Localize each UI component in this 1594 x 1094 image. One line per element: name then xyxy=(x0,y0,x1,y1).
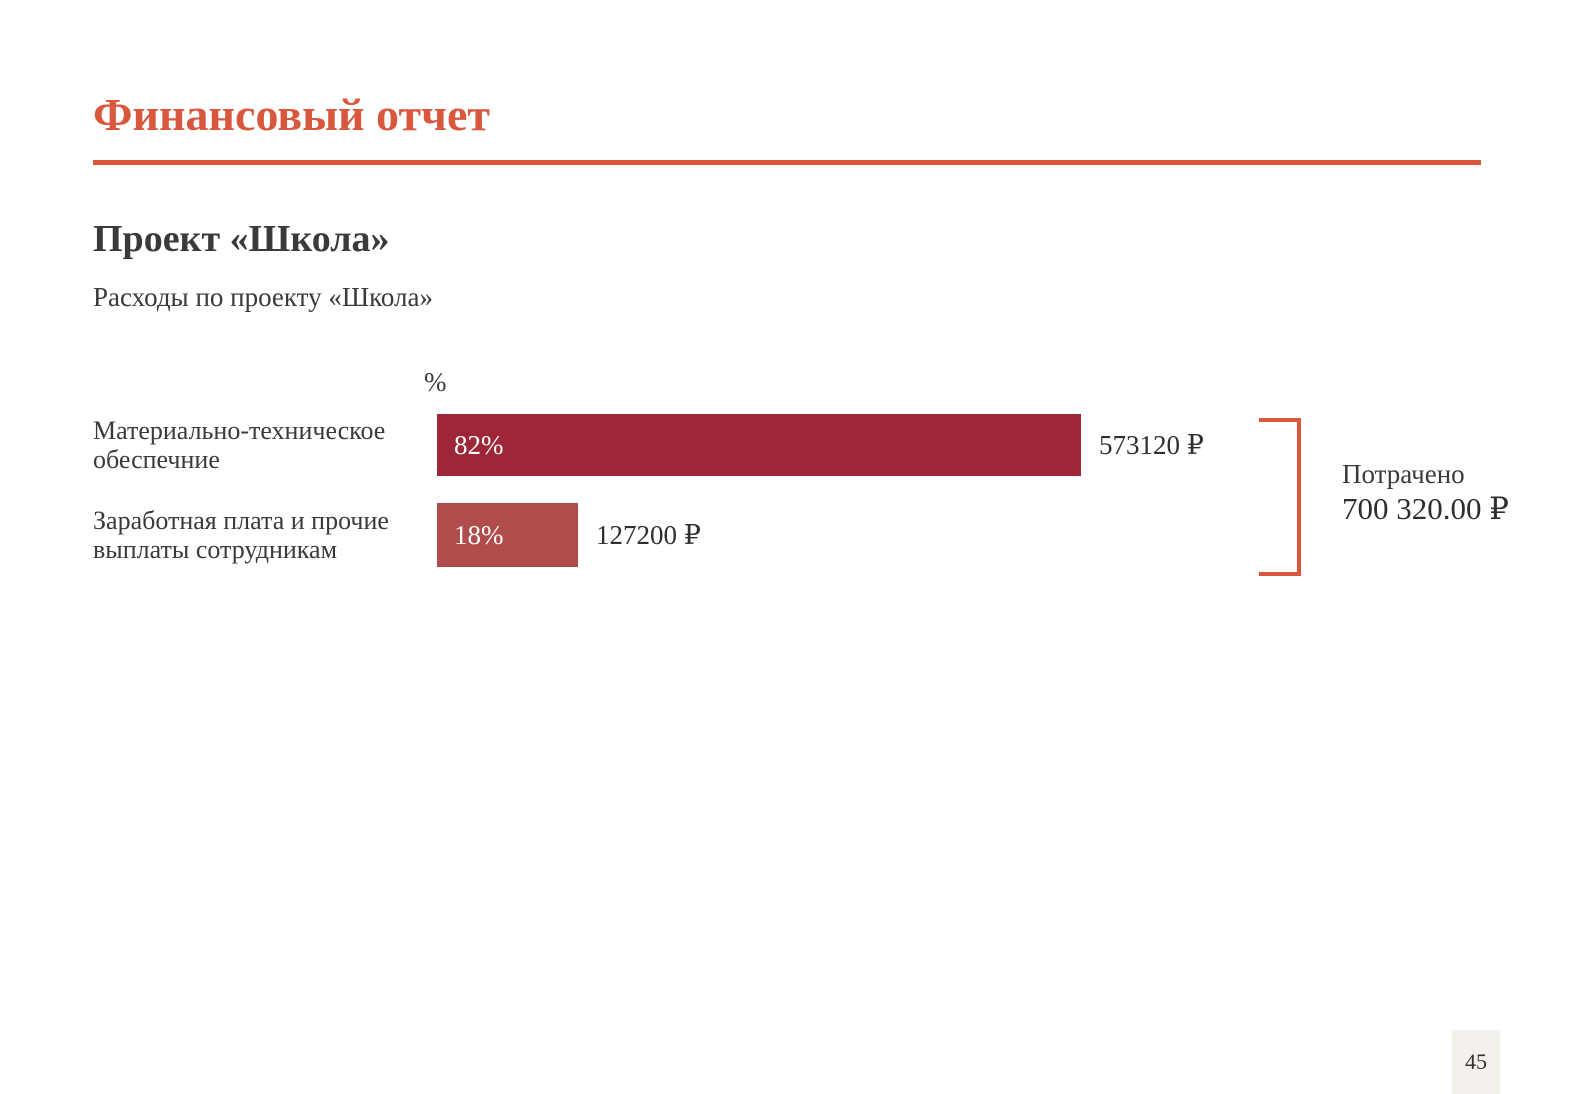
bar-material-expenses: 82% xyxy=(437,414,1081,476)
bar-value-label: 127200 ₽ xyxy=(596,519,701,550)
category-label: Материально-техническое обеспечние xyxy=(93,415,386,474)
axis-unit-label: % xyxy=(424,367,447,397)
page-number-box: 45 xyxy=(1452,1030,1500,1094)
total-block: Потрачено 700 320.00 ₽ xyxy=(1342,458,1509,528)
title-divider-rule xyxy=(93,160,1481,165)
slide-title: Финансовый отчет xyxy=(93,89,490,140)
bar-percent-label: 18% xyxy=(454,519,504,550)
page-number: 45 xyxy=(1465,1049,1487,1074)
chart-title: Расходы по проекту «Школа» xyxy=(93,282,433,312)
bar-salary-expenses: 18% xyxy=(437,503,578,567)
chart-row: Заработная плата и прочие выплаты сотруд… xyxy=(93,500,701,570)
category-label: Заработная плата и прочие выплаты сотруд… xyxy=(93,505,389,564)
total-label: Потрачено xyxy=(1342,459,1465,489)
chart-row: Материально-техническое обеспечние 82% 5… xyxy=(93,411,1204,479)
section-heading: Проект «Школа» xyxy=(93,218,390,260)
bar-value-label: 573120 ₽ xyxy=(1099,429,1204,460)
total-value: 700 320.00 ₽ xyxy=(1342,491,1509,527)
bar-percent-label: 82% xyxy=(454,429,504,460)
total-bracket xyxy=(1259,418,1301,576)
